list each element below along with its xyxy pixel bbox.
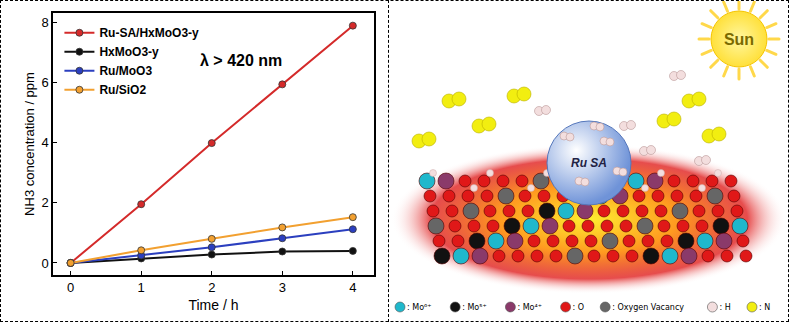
svg-text:Time / h: Time / h xyxy=(188,297,238,313)
svg-text:: Oxygen Vacancy: : Oxygen Vacancy xyxy=(612,303,684,312)
svg-text:Sun: Sun xyxy=(724,31,754,48)
svg-text:HxMoO3-y: HxMoO3-y xyxy=(99,45,159,59)
svg-text:: Mo⁵⁺: : Mo⁵⁺ xyxy=(462,303,486,312)
svg-text:λ > 420 nm: λ > 420 nm xyxy=(200,52,282,69)
svg-text:Ru SA: Ru SA xyxy=(571,156,607,170)
svg-text:4: 4 xyxy=(41,135,48,150)
svg-text:Ru-SA/HxMoO3-y: Ru-SA/HxMoO3-y xyxy=(99,26,199,40)
svg-text:2: 2 xyxy=(208,280,215,295)
svg-text:Ru/SiO2: Ru/SiO2 xyxy=(99,83,146,97)
svg-text:4: 4 xyxy=(349,280,356,295)
svg-text:: O: : O xyxy=(573,303,585,312)
svg-text:8: 8 xyxy=(41,15,48,30)
svg-text:NH3 concentration / ppm: NH3 concentration / ppm xyxy=(22,72,37,216)
svg-text:0: 0 xyxy=(41,256,48,271)
svg-text:: Mo⁶⁺: : Mo⁶⁺ xyxy=(407,303,431,312)
svg-text:: Mo⁴⁺: : Mo⁴⁺ xyxy=(517,303,541,312)
svg-text:: N: : N xyxy=(759,303,770,312)
svg-text:Ru/MoO3: Ru/MoO3 xyxy=(99,64,152,78)
svg-text:: H: : H xyxy=(719,303,730,312)
svg-text:0: 0 xyxy=(67,280,74,295)
svg-text:6: 6 xyxy=(41,75,48,90)
svg-text:2: 2 xyxy=(41,195,48,210)
svg-text:1: 1 xyxy=(138,280,145,295)
svg-text:3: 3 xyxy=(279,280,286,295)
